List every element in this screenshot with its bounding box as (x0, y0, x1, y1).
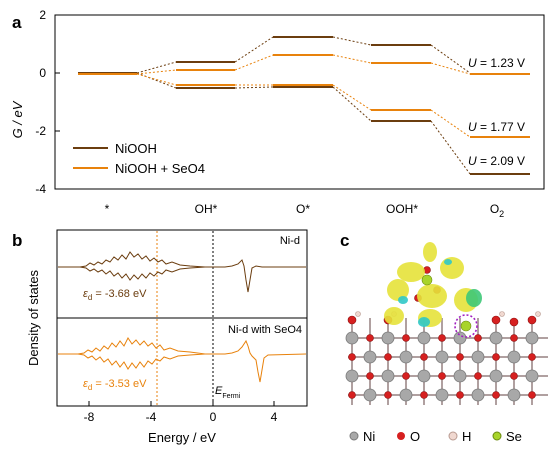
d-band-annotation-2: εd = -3.53 eV (83, 378, 147, 392)
ytick-label: 2 (39, 8, 46, 22)
xtick-label: 0 (210, 410, 217, 424)
legend-label-ni: Ni (363, 429, 375, 444)
gibbs-energy-chart: 2 0 -2 -4 G / eV (10, 8, 545, 219)
connector-niooh (136, 36, 471, 74)
y-axis-title-a: G / eV (10, 100, 25, 138)
connector-seo4-shifted (136, 73, 471, 138)
category-label: O* (296, 202, 310, 216)
category-label: OOH* (386, 202, 418, 216)
category-label: OH* (195, 202, 218, 216)
h-atoms (355, 311, 541, 317)
fermi-label: EFermi (215, 385, 241, 400)
xtick-label: 4 (271, 410, 278, 424)
legend-label-o: O (410, 429, 420, 444)
legend-label-h: H (462, 429, 471, 444)
u-annotation-1: U = 1.23 V (468, 56, 525, 70)
u-annotation-3: U = 2.09 V (468, 154, 525, 168)
d-band-annotation-1: εd = -3.68 eV (83, 288, 147, 302)
se-atoms (421, 274, 472, 332)
legend-dot-h (448, 431, 458, 441)
xtick-label: -4 (146, 410, 157, 424)
atomic-structure-image: Ni O H Se (345, 242, 548, 444)
legend-label-se: Se (506, 429, 522, 444)
legend-dot-se (492, 431, 502, 441)
dos-label-ni-d: Ni-d (280, 235, 300, 247)
o-atoms (347, 266, 537, 399)
category-label: O2 (490, 202, 504, 219)
xtick-label: -8 (84, 410, 95, 424)
ytick-label: 0 (39, 66, 46, 80)
ytick-label: -4 (35, 182, 46, 196)
chart-a-frame (54, 14, 545, 190)
connectors (136, 36, 471, 175)
active-site-highlight (454, 314, 478, 338)
dos-label-ni-d-seo4: Ni-d with SeO4 (228, 324, 302, 336)
charge-density-isosurface (384, 242, 482, 327)
ni-atoms (345, 331, 539, 402)
dos-chart: -8 -4 0 4 Energy / eV Density of states … (26, 229, 308, 445)
series-seo4 (78, 54, 530, 138)
legend-dot-o (397, 432, 405, 440)
panel-label-a: a (12, 13, 22, 32)
dos-curve-ni-d (58, 251, 306, 293)
dos-curve-ni-d-seo4 (58, 337, 307, 383)
connector-seo4 (136, 54, 471, 75)
legend-label-seo4: NiOOH + SeO4 (115, 161, 205, 176)
x-axis-title-b: Energy / eV (148, 430, 216, 445)
panel-label-b: b (12, 231, 22, 250)
legend-dot-ni (349, 431, 359, 441)
u-annotation-2: U = 1.77 V (468, 120, 525, 134)
ytick-label: -2 (35, 124, 46, 138)
category-label: * (105, 202, 110, 216)
panel-label-c: c (340, 231, 349, 250)
legend-label-niooh: NiOOH (115, 141, 157, 156)
connector-niooh-shifted (136, 72, 471, 175)
y-axis-title-b: Density of states (26, 269, 41, 366)
